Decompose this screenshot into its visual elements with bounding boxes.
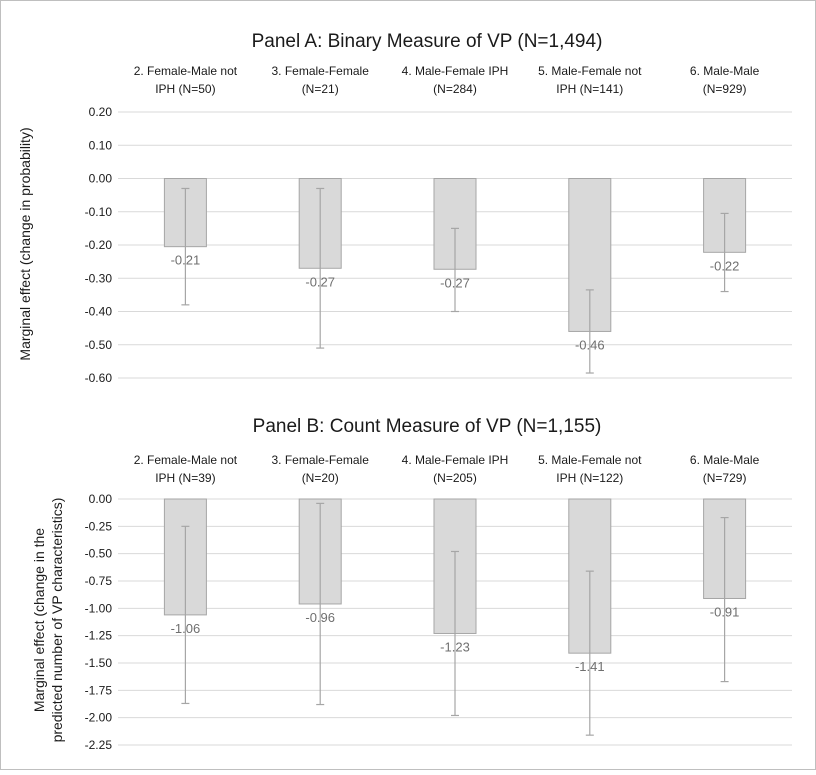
panel-a-category-label: (N=284) <box>433 82 477 96</box>
panel-a-category-label: 2. Female-Male not <box>134 64 238 78</box>
panel-a-category-labels: 2. Female-Male not IPH (N=50) 3. Female-Fe… <box>134 64 760 96</box>
panel-a-category-label: 4. Male-Female IPH <box>402 64 509 78</box>
panel-b-data-label: -1.23 <box>440 639 470 654</box>
panel-b-data-labels: -1.06 -0.96 -1.23 -1.41 -0.91 <box>171 604 740 674</box>
panel-b-data-label: -1.41 <box>575 659 605 674</box>
panel-b-y-tick-label: -0.75 <box>85 574 113 588</box>
panel-b-y-tick-label: -1.00 <box>85 601 113 615</box>
panel-b-y-tick-label: 0.00 <box>89 492 113 506</box>
panel-a-data-label: -0.22 <box>710 258 740 273</box>
panel-b-category-label: (N=205) <box>433 471 477 485</box>
panel-a-data-label: -0.27 <box>440 275 470 290</box>
panel-b-y-tick-label: -2.25 <box>85 738 113 752</box>
panel-a-data-label: -0.27 <box>305 274 335 289</box>
panel-b-y-axis-label-line-2: predicted number of VP characteristics) <box>49 498 65 743</box>
panel-a-category-label: 3. Female-Female <box>272 64 370 78</box>
panel-b-y-ticks: 0.00 -0.25 -0.50 -0.75 -1.00 -1.25 -1.50 -1.75 -… <box>85 492 113 752</box>
panel-b-category-label: 6. Male-Male <box>690 453 760 467</box>
panel-a-y-tick-label: -0.60 <box>85 371 113 385</box>
panel-a-title: Panel A: Binary Measure of VP (N=1,494) <box>252 31 603 52</box>
panel-b-y-tick-label: -1.75 <box>85 683 113 697</box>
panel-b: Panel B: Count Measure of VP (N=1,155) 2… <box>31 416 792 752</box>
panel-b-category-labels: 2. Female-Male not IPH (N=39) 3. Female-Fe… <box>134 453 760 485</box>
panel-b-y-axis-label-line-1: Marginal effect (change in the <box>31 528 47 712</box>
panel-a-category-label: IPH (N=141) <box>556 82 623 96</box>
panel-b-y-tick-label: -0.50 <box>85 547 113 561</box>
panel-a-category-label: IPH (N=50) <box>155 82 215 96</box>
panel-a-y-tick-label: -0.20 <box>85 238 113 252</box>
panel-b-category-label: 4. Male-Female IPH <box>402 453 509 467</box>
panel-b-y-tick-label: -1.25 <box>85 629 113 643</box>
panel-a-data-label: -0.21 <box>171 253 201 268</box>
panel-b-category-label: 5. Male-Female not <box>538 453 642 467</box>
panel-a-data-label: -0.46 <box>575 337 605 352</box>
panel-a-category-label: 5. Male-Female not <box>538 64 642 78</box>
panel-b-data-label: -0.96 <box>305 610 335 625</box>
panel-b-y-tick-label: -1.50 <box>85 656 113 670</box>
panel-a-y-tick-label: 0.20 <box>89 105 113 119</box>
panel-b-category-label: (N=729) <box>703 471 747 485</box>
panel-a-data-labels: -0.21 -0.27 -0.27 -0.46 -0.22 <box>171 253 740 353</box>
panel-a-y-ticks: 0.20 0.10 0.00 -0.10 -0.20 -0.30 -0.40 -0.50 -0.… <box>85 105 113 385</box>
panel-a-category-label: 6. Male-Male <box>690 64 760 78</box>
panel-a-y-axis-label: Marginal effect (change in probability) <box>17 127 33 360</box>
panel-a-y-tick-label: 0.10 <box>89 138 113 152</box>
panel-b-category-label: IPH (N=122) <box>556 471 623 485</box>
panel-b-y-tick-label: -2.00 <box>85 711 113 725</box>
panel-b-data-label: -1.06 <box>171 621 201 636</box>
panel-a-y-tick-label: 0.00 <box>89 172 113 186</box>
panel-b-data-label: -0.91 <box>710 604 740 619</box>
panel-a-y-tick-label: -0.30 <box>85 271 113 285</box>
panel-a-y-tick-label: -0.40 <box>85 305 113 319</box>
panel-b-error-bars <box>181 502 729 736</box>
panel-b-category-label: 3. Female-Female <box>272 453 370 467</box>
panel-a-y-tick-label: -0.10 <box>85 205 113 219</box>
panel-b-category-label: 2. Female-Male not <box>134 453 238 467</box>
panel-a-y-tick-label: -0.50 <box>85 338 113 352</box>
panel-b-title: Panel B: Count Measure of VP (N=1,155) <box>253 416 602 437</box>
panel-a: Panel A: Binary Measure of VP (N=1,494) … <box>17 31 792 385</box>
panel-b-category-label: (N=20) <box>302 471 339 485</box>
panel-a-error-bars <box>181 187 729 374</box>
panel-b-y-tick-label: -0.25 <box>85 519 113 533</box>
panel-b-category-label: IPH (N=39) <box>155 471 215 485</box>
panel-a-category-label: (N=929) <box>703 82 747 96</box>
panel-a-category-label: (N=21) <box>302 82 339 96</box>
